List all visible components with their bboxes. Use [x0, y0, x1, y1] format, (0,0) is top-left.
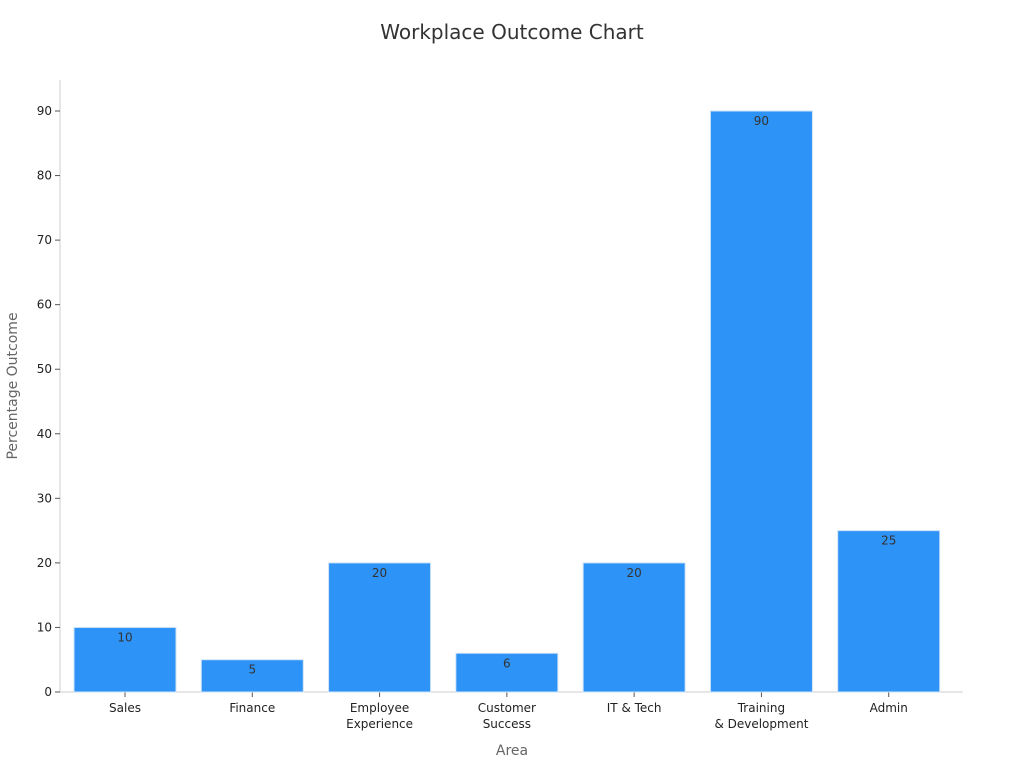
- data-label: 90: [754, 114, 769, 128]
- y-axis-title: Percentage Outcome: [5, 312, 21, 459]
- x-tick-label-line: Admin: [870, 701, 908, 715]
- y-tick-label: 60: [37, 298, 52, 312]
- bar: [582, 562, 686, 693]
- y-tick-label: 20: [37, 556, 52, 570]
- bar: [455, 652, 559, 693]
- y-tick-label: 50: [37, 362, 52, 376]
- data-label: 5: [248, 663, 256, 677]
- bar: [328, 562, 432, 693]
- axes: 0 10 20 30 40 50 60 70 80 90: [37, 80, 963, 699]
- bar: [837, 530, 941, 693]
- x-tick-label-line: Experience: [346, 717, 413, 731]
- data-label: 20: [372, 566, 387, 580]
- x-axis-title: Area: [496, 743, 528, 759]
- bars: [73, 110, 941, 693]
- bar: [200, 659, 304, 693]
- x-tick-label: Employee Experience: [346, 701, 413, 731]
- data-label: 6: [503, 656, 511, 670]
- y-tick-label: 10: [37, 620, 52, 634]
- y-tick-label: 30: [37, 491, 52, 505]
- bar: [73, 626, 177, 693]
- y-tick-label: 90: [37, 104, 52, 118]
- x-tick-label-line: Sales: [109, 701, 141, 715]
- y-tick-label: 70: [37, 233, 52, 247]
- x-tick-label-line: Success: [483, 717, 531, 731]
- x-tick-label: Customer Success: [478, 701, 536, 731]
- data-label: 25: [881, 534, 896, 548]
- x-tick-label-line: IT & Tech: [607, 701, 662, 715]
- y-tick-label: 80: [37, 169, 52, 183]
- x-tick-label: Admin: [870, 701, 908, 715]
- data-label: 10: [117, 630, 132, 644]
- x-tick-label-line: Employee: [350, 701, 409, 715]
- x-tick-label-line: & Development: [714, 717, 808, 731]
- x-tick-label: IT & Tech: [607, 701, 662, 715]
- labels: 10 Sales 5 Finance 20 Employee Experience 6 Cust…: [109, 114, 908, 731]
- data-label: 20: [627, 566, 642, 580]
- x-tick-label-line: Finance: [229, 701, 275, 715]
- y-tick-label: 40: [37, 427, 52, 441]
- chart-title: Workplace Outcome Chart: [380, 20, 644, 44]
- x-tick-label-line: Customer: [478, 701, 536, 715]
- x-tick-label-line: Training: [737, 701, 785, 715]
- x-tick-label: Training & Development: [714, 701, 808, 731]
- x-tick-label: Sales: [109, 701, 141, 715]
- x-tick-label: Finance: [229, 701, 275, 715]
- y-tick-label: 0: [44, 685, 52, 699]
- bar: [709, 110, 813, 693]
